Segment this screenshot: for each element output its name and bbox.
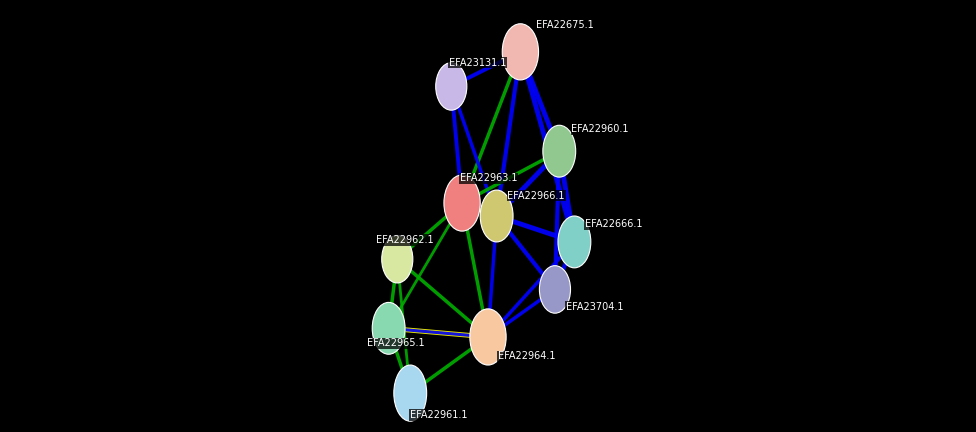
Text: EFA22966.1: EFA22966.1 [508,191,565,201]
Ellipse shape [394,365,427,421]
Text: EFA22965.1: EFA22965.1 [367,338,425,349]
Text: EFA23131.1: EFA23131.1 [449,57,507,68]
Ellipse shape [435,63,467,110]
Text: EFA22964.1: EFA22964.1 [498,351,555,362]
Text: EFA22963.1: EFA22963.1 [460,173,517,184]
Ellipse shape [543,125,576,177]
Ellipse shape [540,266,571,313]
Ellipse shape [444,175,480,231]
Text: EFA22961.1: EFA22961.1 [410,410,468,420]
Text: EFA22962.1: EFA22962.1 [376,235,433,245]
Ellipse shape [372,302,405,354]
Ellipse shape [382,235,413,283]
Text: EFA23704.1: EFA23704.1 [566,302,624,312]
Text: EFA22960.1: EFA22960.1 [571,124,629,134]
Ellipse shape [503,24,539,80]
Ellipse shape [469,309,507,365]
Text: EFA22675.1: EFA22675.1 [536,20,593,30]
Ellipse shape [558,216,590,268]
Ellipse shape [480,190,513,242]
Text: EFA22666.1: EFA22666.1 [586,219,643,229]
